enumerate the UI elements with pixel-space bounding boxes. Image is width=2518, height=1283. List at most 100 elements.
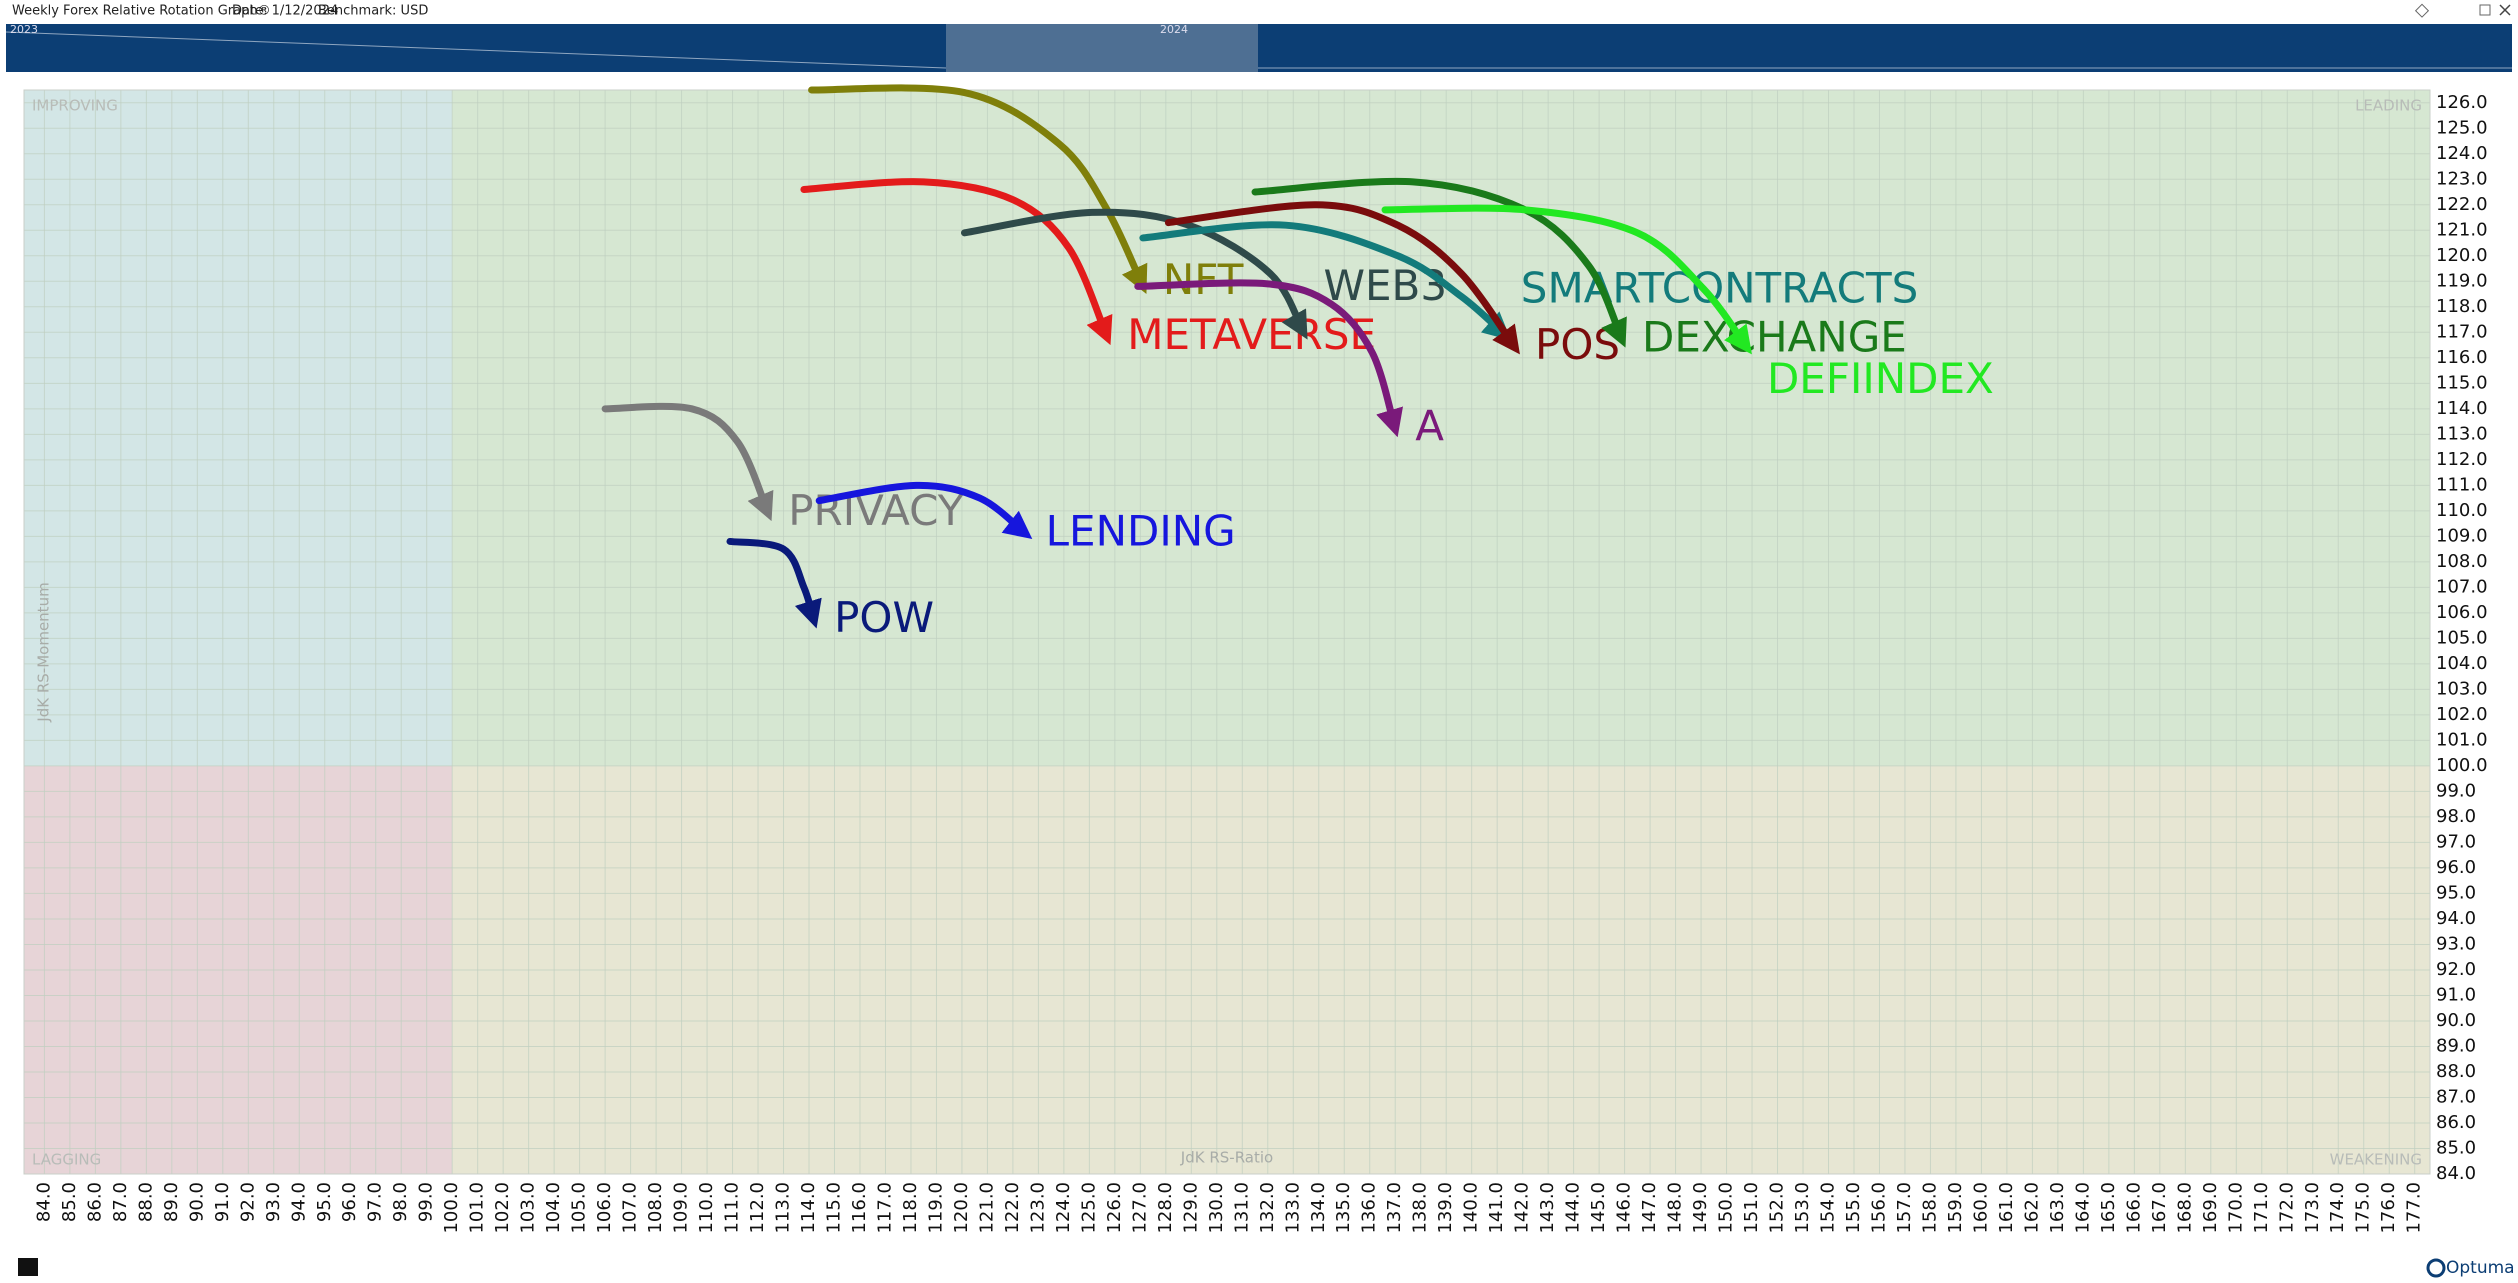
timeline[interactable] xyxy=(6,24,2512,72)
y-axis-title: JdK RS-Momentum xyxy=(35,582,53,722)
y-tick-label: 108.0 xyxy=(2436,551,2488,572)
x-tick-label: 92.0 xyxy=(237,1182,258,1222)
x-tick-label: 106.0 xyxy=(594,1182,615,1234)
series-label: PRIVACY xyxy=(788,486,964,535)
x-tick-label: 152.0 xyxy=(1767,1182,1788,1234)
x-tick-label: 129.0 xyxy=(1180,1182,1201,1234)
y-tick-label: 99.0 xyxy=(2436,780,2476,801)
y-tick-label: 95.0 xyxy=(2436,882,2476,903)
x-tick-label: 159.0 xyxy=(1945,1182,1966,1234)
logo-icon xyxy=(2426,1258,2446,1278)
x-tick-label: 171.0 xyxy=(2251,1182,2272,1234)
x-tick-label: 112.0 xyxy=(747,1182,768,1234)
series-label: A xyxy=(1415,402,1444,451)
y-tick-label: 87.0 xyxy=(2436,1086,2476,1107)
y-tick-label: 115.0 xyxy=(2436,372,2488,393)
x-tick-label: 146.0 xyxy=(1614,1182,1635,1234)
x-tick-label: 86.0 xyxy=(84,1182,105,1222)
x-tick-label: 136.0 xyxy=(1359,1182,1380,1234)
y-tick-label: 88.0 xyxy=(2436,1061,2476,1082)
x-tick-label: 173.0 xyxy=(2302,1182,2323,1234)
x-tick-label: 119.0 xyxy=(925,1182,946,1234)
x-tick-label: 139.0 xyxy=(1435,1182,1456,1234)
x-tick-label: 102.0 xyxy=(492,1182,513,1234)
logo: Optuma xyxy=(2446,1258,2515,1278)
x-tick-label: 114.0 xyxy=(798,1182,819,1234)
x-tick-label: 123.0 xyxy=(1027,1182,1048,1234)
x-tick-label: 176.0 xyxy=(2378,1182,2399,1234)
x-tick-label: 141.0 xyxy=(1486,1182,1507,1234)
menu-button[interactable] xyxy=(18,1258,38,1276)
control-icon[interactable] xyxy=(2479,4,2491,16)
x-tick-label: 164.0 xyxy=(2072,1182,2093,1234)
rotation-tail xyxy=(601,402,774,522)
x-tick-label: 168.0 xyxy=(2174,1182,2195,1234)
y-tick-label: 101.0 xyxy=(2436,729,2488,750)
y-tick-label: 100.0 xyxy=(2436,755,2488,776)
x-tick-label: 120.0 xyxy=(951,1182,972,1234)
x-tick-label: 158.0 xyxy=(1919,1182,1940,1234)
x-tick-label: 100.0 xyxy=(441,1182,462,1234)
x-tick-label: 87.0 xyxy=(110,1182,131,1222)
rotation-tail xyxy=(1381,204,1752,355)
y-tick-label: 96.0 xyxy=(2436,857,2476,878)
y-tick-label: 111.0 xyxy=(2436,474,2488,495)
quadrant-label: WEAKENING xyxy=(2330,1151,2422,1169)
x-tick-label: 163.0 xyxy=(2047,1182,2068,1234)
timeline-year: 2023 xyxy=(10,23,38,36)
quadrant-label: IMPROVING xyxy=(32,97,118,115)
x-tick-label: 161.0 xyxy=(1996,1182,2017,1234)
x-tick-label: 143.0 xyxy=(1537,1182,1558,1234)
y-tick-label: 98.0 xyxy=(2436,806,2476,827)
x-tick-label: 128.0 xyxy=(1155,1182,1176,1234)
series-label: METAVERSE xyxy=(1127,310,1376,359)
x-tick-label: 97.0 xyxy=(365,1182,386,1222)
y-tick-label: 110.0 xyxy=(2436,500,2488,521)
x-tick-label: 94.0 xyxy=(288,1182,309,1222)
x-tick-label: 111.0 xyxy=(722,1182,743,1234)
x-tick-label: 84.0 xyxy=(33,1182,54,1222)
x-tick-label: 88.0 xyxy=(135,1182,156,1222)
x-tick-label: 145.0 xyxy=(1588,1182,1609,1234)
y-tick-label: 91.0 xyxy=(2436,984,2476,1005)
rotation-tail xyxy=(815,481,1033,539)
y-tick-label: 124.0 xyxy=(2436,143,2488,164)
x-tick-label: 108.0 xyxy=(645,1182,666,1234)
control-icon[interactable] xyxy=(2414,3,2430,18)
rotation-tail xyxy=(800,178,1113,346)
x-tick-label: 172.0 xyxy=(2276,1182,2297,1234)
y-tick-label: 85.0 xyxy=(2436,1137,2476,1158)
x-tick-label: 149.0 xyxy=(1690,1182,1711,1234)
timeline-line xyxy=(5,31,947,69)
quadrant-label: LEADING xyxy=(2355,97,2422,115)
x-tick-label: 174.0 xyxy=(2327,1182,2348,1234)
x-tick-label: 95.0 xyxy=(314,1182,335,1222)
timeline-selection[interactable] xyxy=(946,24,1258,72)
x-tick-label: 90.0 xyxy=(186,1182,207,1222)
x-tick-label: 91.0 xyxy=(212,1182,233,1222)
x-tick-label: 99.0 xyxy=(416,1182,437,1222)
x-tick-label: 154.0 xyxy=(1818,1182,1839,1234)
x-tick-label: 117.0 xyxy=(874,1182,895,1234)
y-tick-label: 94.0 xyxy=(2436,908,2476,929)
y-tick-label: 102.0 xyxy=(2436,704,2488,725)
y-tick-label: 86.0 xyxy=(2436,1112,2476,1133)
x-tick-label: 165.0 xyxy=(2098,1182,2119,1234)
y-tick-label: 117.0 xyxy=(2436,321,2488,342)
y-tick-label: 107.0 xyxy=(2436,576,2488,597)
x-tick-label: 162.0 xyxy=(2021,1182,2042,1234)
x-tick-label: 135.0 xyxy=(1333,1182,1354,1234)
chart-title: Weekly Forex Relative Rotation Graph® xyxy=(12,4,271,19)
plot: 84.0 85.0 86.0 87.0 88.0 89.0 90.0 91.0 92.0 93.0… xyxy=(23,84,2488,1234)
y-tick-label: 125.0 xyxy=(2436,117,2488,138)
window-controls[interactable] xyxy=(2414,3,2511,18)
x-tick-label: 177.0 xyxy=(2404,1182,2425,1234)
x-tick-label: 96.0 xyxy=(339,1182,360,1222)
x-tick-label: 110.0 xyxy=(696,1182,717,1234)
series-label: LENDING xyxy=(1046,506,1236,555)
x-tick-label: 101.0 xyxy=(467,1182,488,1234)
x-tick-label: 122.0 xyxy=(1002,1182,1023,1234)
x-tick-label: 142.0 xyxy=(1512,1182,1533,1234)
close-icon[interactable] xyxy=(2499,4,2511,16)
y-tick-label: 123.0 xyxy=(2436,168,2488,189)
